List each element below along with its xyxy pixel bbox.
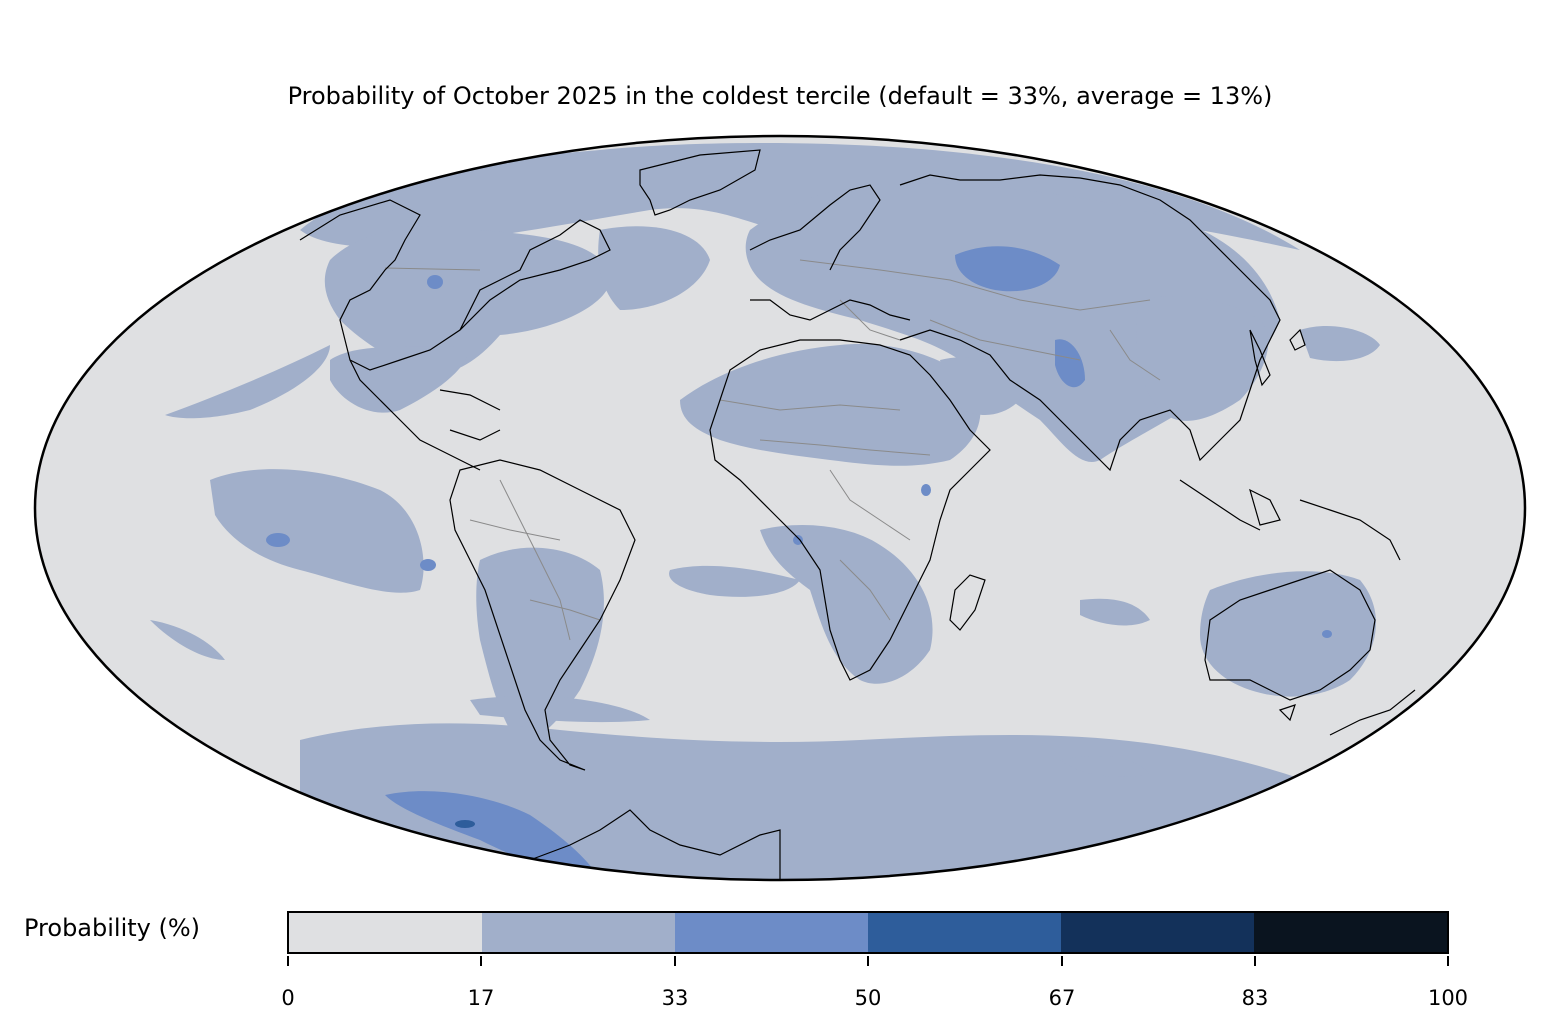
colorbar-tick-label: 50 xyxy=(854,986,882,1010)
colorbar-tick-label: 83 xyxy=(1241,986,1269,1010)
colorbar-tick xyxy=(480,956,482,966)
colorbar xyxy=(287,911,1449,954)
probability-50-67-regions xyxy=(455,820,475,828)
colorbar-label: Probability (%) xyxy=(24,914,201,942)
colorbar-tick xyxy=(1447,956,1449,966)
colorbar-bin-17-33 xyxy=(482,913,675,952)
colorbar-tick xyxy=(1061,956,1063,966)
country-borders xyxy=(384,259,1161,641)
colorbar-tick xyxy=(674,956,676,966)
colorbar-bin-67-83 xyxy=(1061,913,1254,952)
colorbar-tick-label: 17 xyxy=(467,986,495,1010)
coastlines xyxy=(299,149,1416,880)
colorbar-tick-label: 0 xyxy=(281,986,295,1010)
colorbar-bin-83-100 xyxy=(1254,913,1447,952)
colorbar-tick xyxy=(1254,956,1256,966)
map-outline xyxy=(33,134,1527,882)
colorbar-tick-label: 100 xyxy=(1427,986,1469,1010)
colorbar-tick xyxy=(287,956,289,966)
colorbar-tick xyxy=(867,956,869,966)
colorbar-bin-33-50 xyxy=(675,913,868,952)
map-title: Probability of October 2025 in the colde… xyxy=(287,82,1273,110)
colorbar-tick-label: 67 xyxy=(1048,986,1076,1010)
colorbar-tick-label: 33 xyxy=(661,986,689,1010)
colorbar-bin-50-67 xyxy=(868,913,1061,952)
colorbar-bin-0-17 xyxy=(289,913,482,952)
world-map xyxy=(33,134,1527,882)
probability-33-50-regions xyxy=(266,246,1332,880)
